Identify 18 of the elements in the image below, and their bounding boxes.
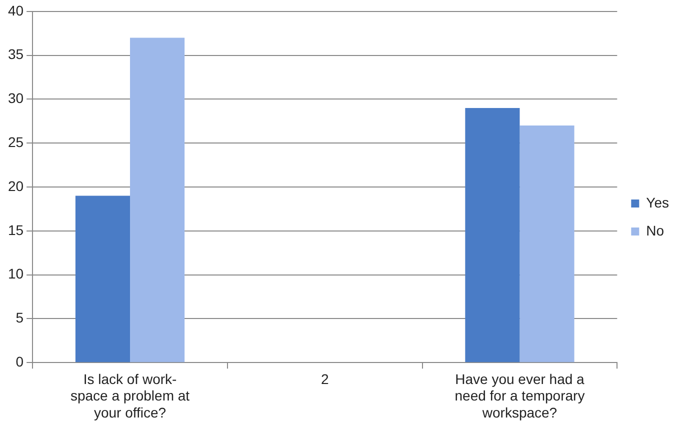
y-tick-label: 30 xyxy=(8,90,24,106)
y-tick-label: 5 xyxy=(16,310,24,326)
y-tick-label: 25 xyxy=(8,134,24,150)
y-tick-label: 10 xyxy=(8,266,24,282)
legend-label: No xyxy=(646,222,664,238)
y-tick-label: 20 xyxy=(8,178,24,194)
x-tick-label: 2 xyxy=(320,370,329,387)
bar xyxy=(75,196,130,362)
y-tick-label: 40 xyxy=(8,2,24,18)
bar xyxy=(520,126,574,362)
x-tick-label: Is lack of work-space a problem at your office? xyxy=(70,370,190,420)
x-tick-label: Have you ever had a need for a temporary workspace? xyxy=(454,370,585,420)
y-tick-label: 0 xyxy=(16,353,24,370)
bar xyxy=(130,38,185,362)
y-tick-label: 15 xyxy=(8,222,24,238)
bar xyxy=(465,108,520,362)
y-tick-label: 35 xyxy=(8,46,24,62)
legend-label: Yes xyxy=(646,194,670,210)
